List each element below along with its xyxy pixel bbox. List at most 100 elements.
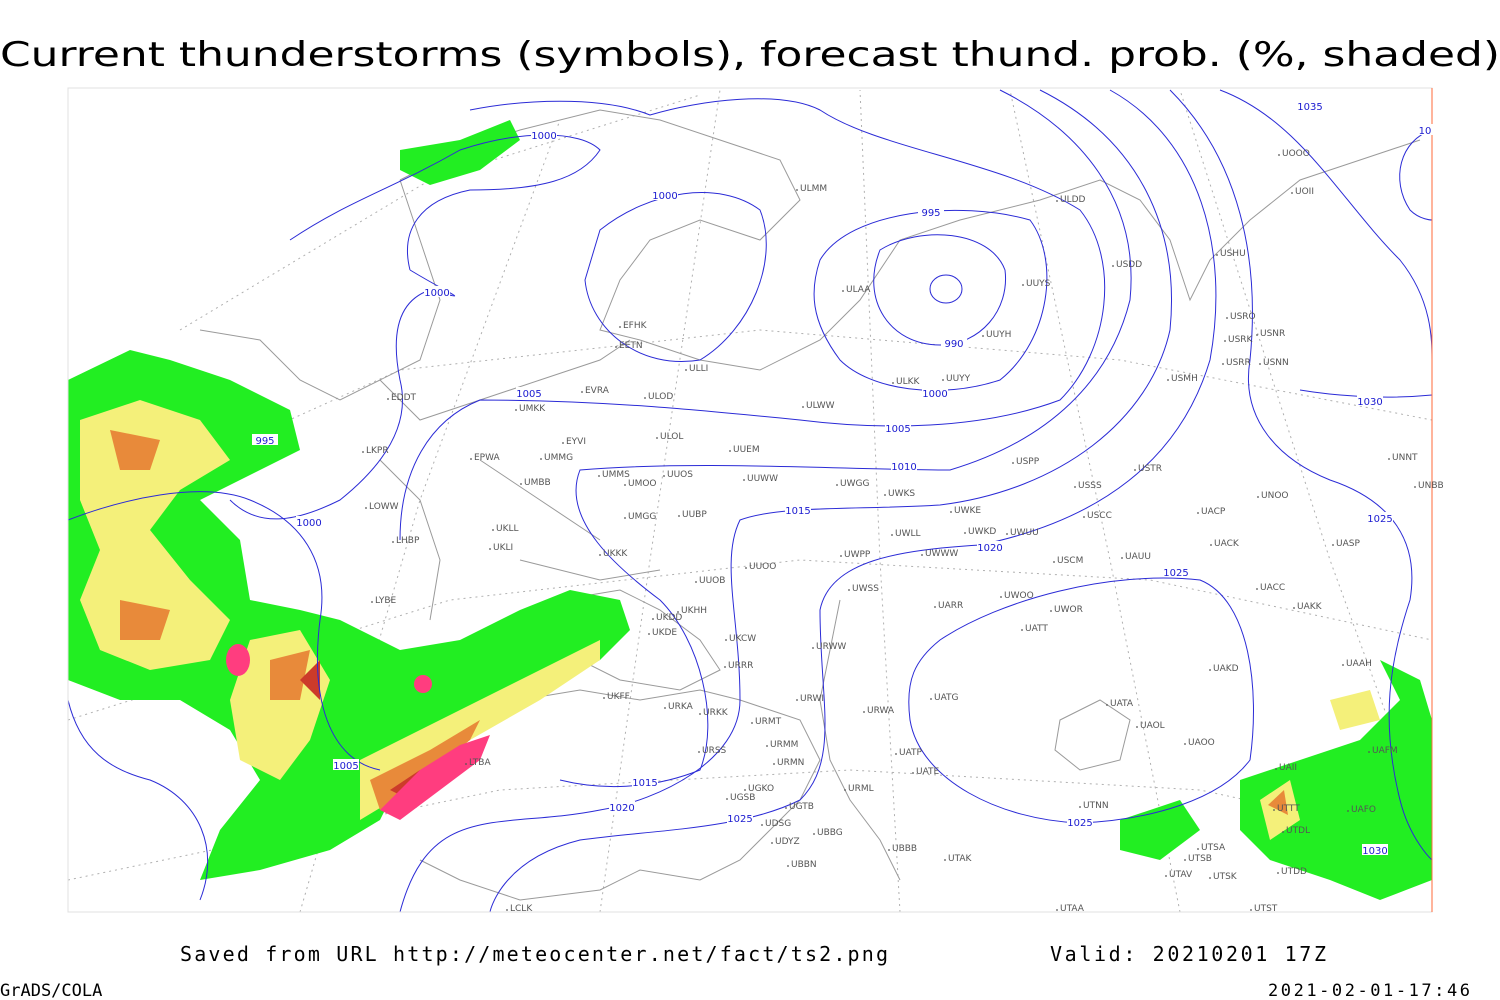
station-label: ULAA <box>846 285 871 295</box>
station-label: LHBP <box>396 536 420 546</box>
isobar-label: 1005 <box>885 424 910 435</box>
station-dot <box>964 532 966 534</box>
station-label: UMGG <box>628 512 656 522</box>
isobar-label-bg <box>252 434 278 445</box>
station-label: UNOO <box>1261 491 1289 501</box>
station-dot <box>615 346 617 348</box>
station-dot <box>624 517 626 519</box>
station-dot <box>489 548 491 550</box>
isobar-label: 1005 <box>333 761 358 772</box>
station-label: UKLI <box>493 543 513 553</box>
station-dot <box>892 382 894 384</box>
station-dot <box>950 511 952 513</box>
station-label: UTNN <box>1083 801 1109 811</box>
station-label: UAFM <box>1372 746 1398 756</box>
station-dot <box>624 484 626 486</box>
isobar-label-bg <box>424 286 450 297</box>
station-labels: ULMM ULDD USDD USHU UUYS ULAA UUYH USRO USRK USNR… <box>362 149 1444 914</box>
station-dot <box>540 458 542 460</box>
station-label: UAFO <box>1351 805 1376 815</box>
station-dot <box>895 753 897 755</box>
station-label: UKDD <box>656 613 682 623</box>
station-label: UTDD <box>1281 867 1307 877</box>
station-dot <box>492 529 494 531</box>
station-label: USSS <box>1078 481 1102 491</box>
station-label: USDD <box>1116 260 1142 270</box>
station-label: UTDL <box>1286 826 1310 836</box>
isobar-label-bg <box>1163 566 1189 577</box>
station-label: UWGG <box>840 479 869 489</box>
station-label: UWPP <box>844 550 871 560</box>
station-label: UBBN <box>791 860 817 870</box>
station-dot <box>912 772 914 774</box>
station-dot <box>685 369 687 371</box>
station-label: UKKK <box>603 549 628 559</box>
probability-shading <box>68 120 1432 900</box>
station-label: UTAA <box>1060 904 1085 914</box>
station-dot <box>1273 809 1275 811</box>
station-dot <box>891 534 893 536</box>
station-label: EVRA <box>585 386 610 396</box>
station-dot <box>942 379 944 381</box>
station-label: UATG <box>934 693 959 703</box>
isobar-label: 1000 <box>424 288 449 299</box>
station-label: UAKK <box>1297 602 1323 612</box>
station-label: USMH <box>1171 374 1198 384</box>
station-dot <box>813 833 815 835</box>
station-label: EFHK <box>623 321 648 331</box>
station-label: UWOR <box>1054 605 1083 615</box>
isobar-label: 1020 <box>609 803 634 814</box>
station-dot <box>365 507 367 509</box>
station-label: URSS <box>702 746 727 756</box>
station-dot <box>729 450 731 452</box>
station-dot <box>724 666 726 668</box>
station-dot <box>1134 469 1136 471</box>
station-dot <box>930 698 932 700</box>
station-label: USPP <box>1016 457 1040 467</box>
station-dot <box>1226 317 1228 319</box>
isobar-label: 1015 <box>632 778 657 789</box>
station-dot <box>1256 588 1258 590</box>
station-dot <box>1257 496 1259 498</box>
station-dot <box>1278 154 1280 156</box>
station-label: UTAK <box>948 854 973 864</box>
station-label: UBBG <box>817 828 843 838</box>
station-label: UAII <box>1279 763 1297 773</box>
station-label: URWI <box>800 694 824 704</box>
station-dot <box>1332 544 1334 546</box>
station-label: ULOL <box>660 432 683 442</box>
station-dot <box>1106 704 1108 706</box>
isobar-label: 1030 <box>1357 397 1382 408</box>
isobar-label: 995 <box>921 208 940 219</box>
isobar-label-bg <box>333 759 359 770</box>
isobar-label-bg <box>922 387 948 398</box>
station-dot <box>884 494 886 496</box>
isobar-label-bg <box>652 189 678 200</box>
isobar-label-bg <box>531 129 557 140</box>
station-dot <box>1368 751 1370 753</box>
station-label: USCC <box>1087 511 1112 521</box>
isobar-label: 1000 <box>652 191 677 202</box>
isobar-label-bg <box>1067 816 1093 827</box>
station-dot <box>698 751 700 753</box>
station-dot <box>863 711 865 713</box>
station-dot <box>1259 363 1261 365</box>
station-label: LCLK <box>510 904 533 914</box>
station-dot <box>787 865 789 867</box>
station-dot <box>644 397 646 399</box>
station-dot <box>1053 561 1055 563</box>
station-dot <box>1112 265 1114 267</box>
software-credit: GrADS/COLA <box>0 981 102 1000</box>
station-dot <box>1056 909 1058 911</box>
station-label: UOII <box>1295 187 1314 197</box>
station-label: EPWA <box>474 453 501 463</box>
station-label: URMT <box>755 717 782 727</box>
station-label: UAUU <box>1125 552 1151 562</box>
isobar-label: 1025 <box>727 814 752 825</box>
station-dot <box>1216 254 1218 256</box>
station-label: UKFF <box>607 692 630 702</box>
isobar-labels: 1000 1000 1000 1000 1000 995 990 995 1005 1005 100… <box>252 100 1438 857</box>
isobar-label-bg <box>885 422 911 433</box>
timestamp: 2021-02-01-17:46 <box>1268 981 1470 1000</box>
station-dot <box>465 763 467 765</box>
